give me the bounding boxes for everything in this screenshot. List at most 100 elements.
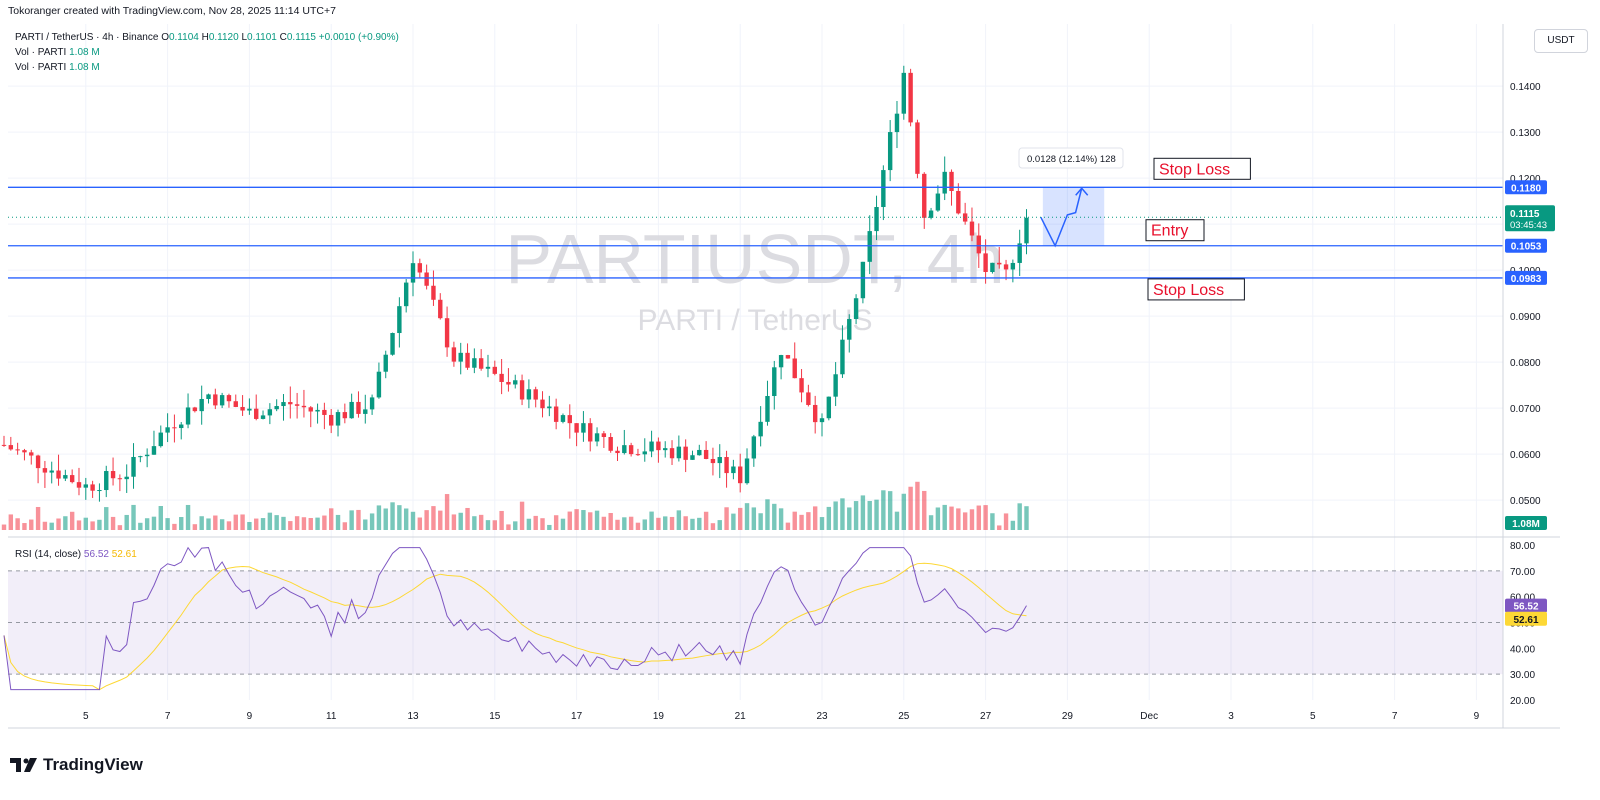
candle-body bbox=[131, 456, 136, 477]
volume-bar bbox=[329, 508, 334, 530]
volume-bar bbox=[63, 516, 68, 530]
volume-legend-value: 1.08 M bbox=[69, 62, 100, 73]
candle-body bbox=[683, 446, 688, 460]
price-badge-text: 0.0983 bbox=[1511, 274, 1542, 285]
candle-body bbox=[867, 231, 872, 262]
volume-bar bbox=[513, 521, 518, 530]
badge-stop-loss-top: 0.1180 bbox=[1505, 180, 1547, 195]
currency-button[interactable]: USDT bbox=[1534, 29, 1588, 53]
candle-body bbox=[526, 389, 532, 400]
candle-body bbox=[642, 451, 647, 455]
volume-bar bbox=[540, 518, 545, 530]
volume-bar bbox=[799, 514, 804, 530]
tradingview-logo[interactable]: TradingView bbox=[10, 755, 143, 775]
volume-bar bbox=[710, 523, 716, 530]
candle-body bbox=[151, 446, 157, 455]
candle-body bbox=[63, 475, 68, 479]
volume-bar bbox=[785, 522, 791, 530]
candle-body bbox=[819, 418, 825, 423]
volume-bar bbox=[867, 500, 872, 530]
candle-body bbox=[622, 445, 627, 454]
volume-bar bbox=[431, 506, 436, 530]
candle-body bbox=[519, 380, 525, 400]
volume-bar bbox=[526, 518, 532, 530]
brand-name: TradingView bbox=[43, 755, 143, 774]
volume-bar bbox=[853, 501, 859, 530]
candle-body bbox=[356, 401, 361, 414]
candle-body bbox=[649, 441, 654, 452]
volume-bar bbox=[172, 523, 177, 530]
volume-bar bbox=[594, 510, 600, 530]
price-badge-box bbox=[1505, 238, 1547, 253]
volume-bar bbox=[744, 503, 750, 530]
volume-bar bbox=[635, 522, 641, 530]
volume-bar bbox=[588, 512, 593, 530]
rsi-badge-text: 56.52 bbox=[1513, 602, 1538, 613]
volume-bar bbox=[90, 521, 95, 530]
candle-body bbox=[533, 389, 538, 400]
volume-bar bbox=[240, 514, 245, 530]
candle-body bbox=[697, 449, 702, 456]
volume-bar bbox=[281, 516, 286, 530]
volume-bar bbox=[403, 508, 409, 530]
volume-bar bbox=[887, 491, 893, 530]
time-tick-label: 15 bbox=[489, 711, 501, 722]
volume-bar bbox=[219, 519, 225, 530]
volume-bar bbox=[547, 524, 552, 530]
rsi-value: 56.52 bbox=[83, 549, 109, 560]
candle-body bbox=[513, 380, 518, 385]
candle-body bbox=[165, 427, 170, 433]
volume-bar bbox=[478, 514, 484, 530]
candle-body bbox=[15, 449, 20, 451]
volume-bar bbox=[110, 516, 116, 530]
volume-bar bbox=[553, 515, 559, 530]
ohlc-close: 0.1115 bbox=[286, 32, 316, 43]
volume-bar bbox=[997, 525, 1002, 530]
volume-bar bbox=[451, 514, 457, 530]
volume-bar bbox=[69, 511, 75, 530]
candle-body bbox=[322, 409, 327, 415]
candle-body bbox=[908, 72, 913, 123]
candle-body bbox=[792, 358, 797, 379]
candle-body bbox=[751, 436, 757, 459]
candle-body bbox=[635, 454, 641, 456]
current-price-text: 0.1115 bbox=[1510, 209, 1540, 220]
volume-bar bbox=[1003, 513, 1009, 530]
candle-body bbox=[117, 478, 123, 480]
stop-loss-bottom-label: Stop Loss bbox=[1147, 278, 1245, 301]
price-badge-text: 0.1180 bbox=[1511, 183, 1541, 194]
projection-drawing: 0.0128 (12.14%) 128 bbox=[8, 147, 1503, 248]
volume-legend-row[interactable]: Vol · PARTI 1.08 M bbox=[15, 45, 399, 60]
candle-body bbox=[922, 173, 927, 218]
candle-body bbox=[894, 113, 900, 133]
volume-bar bbox=[792, 511, 797, 530]
volume-bar bbox=[104, 507, 109, 530]
volume-bar bbox=[22, 523, 27, 530]
candle-body bbox=[254, 408, 259, 419]
volume-bar bbox=[56, 518, 61, 530]
candle-body bbox=[76, 482, 82, 488]
symbol-label[interactable]: PARTI / TetherUS · 4h · Binance bbox=[15, 32, 159, 43]
candle-body bbox=[335, 412, 341, 426]
time-tick-label: 23 bbox=[816, 711, 828, 722]
candle-body bbox=[976, 235, 981, 254]
volume-bar bbox=[199, 516, 204, 530]
candle-body bbox=[308, 407, 313, 412]
candle-body bbox=[724, 457, 729, 474]
watermark-main: PARTIUSDT, 4h bbox=[505, 220, 1004, 298]
rsi-legend[interactable]: RSI (14, close) 56.52 52.61 bbox=[15, 549, 137, 560]
volume-bar bbox=[260, 518, 266, 530]
volume-bar bbox=[922, 490, 927, 530]
price-tick-label: 0.1300 bbox=[1510, 128, 1541, 139]
volume-bar bbox=[676, 510, 682, 530]
candle-body bbox=[962, 213, 968, 222]
volume-legend-row[interactable]: Vol · PARTI 1.08 M bbox=[15, 60, 399, 75]
rsi-ma-value: 52.61 bbox=[111, 549, 137, 560]
time-tick-label: 27 bbox=[980, 711, 992, 722]
candle-body bbox=[56, 470, 61, 479]
candle-body bbox=[669, 448, 675, 459]
volume-bar bbox=[956, 508, 961, 530]
volume-bar bbox=[42, 521, 48, 530]
